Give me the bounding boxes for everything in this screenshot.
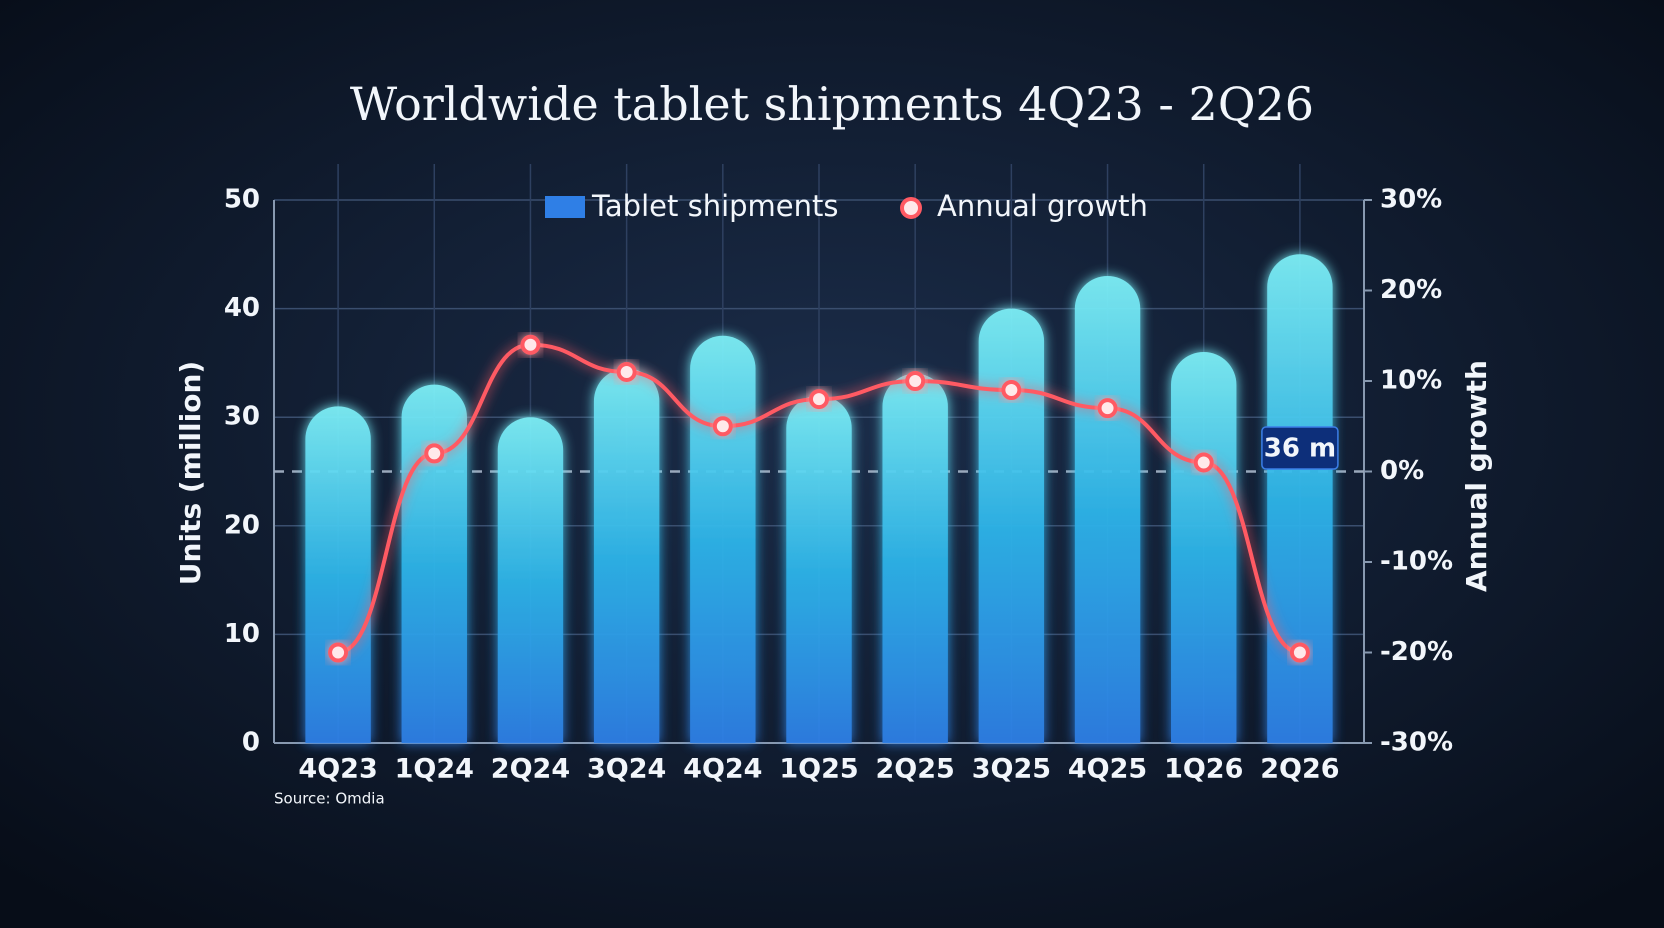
y-tick-label: 10: [224, 619, 260, 649]
growth-line: [337, 342, 1301, 655]
legend-swatch: [545, 196, 585, 218]
growth-point: [1193, 452, 1214, 473]
bar: [1267, 254, 1333, 743]
source-note: Source: Omdia: [274, 790, 385, 808]
bar: [1171, 352, 1237, 743]
annotation: 36 m: [1264, 434, 1336, 464]
bar: [882, 373, 948, 743]
growth-point: [616, 361, 637, 382]
legend-marker: [900, 197, 922, 219]
y2-tick-label: 10%: [1380, 366, 1442, 396]
bar: [786, 395, 852, 743]
y-axis-label: Units (million): [174, 361, 207, 585]
y2-tick-label: -10%: [1380, 547, 1453, 577]
y2-tick-label: 30%: [1380, 185, 1442, 215]
growth-point: [1097, 398, 1118, 419]
growth-point: [520, 334, 541, 355]
annotation-box: [1261, 426, 1339, 470]
bar: [593, 368, 660, 743]
y2-tick-label: 20%: [1380, 275, 1442, 305]
y2-tick-label: 0%: [1380, 456, 1424, 486]
x-tick-label: 3Q25: [972, 754, 1051, 785]
y2-tick-label: -30%: [1380, 728, 1453, 758]
x-tick-label: 4Q23: [298, 754, 377, 785]
x-tick-label: 3Q24: [587, 754, 666, 785]
bar: [305, 406, 371, 743]
y2-axis-label: Annual growth: [1460, 360, 1493, 592]
x-tick-label: 1Q25: [779, 754, 858, 785]
growth-point: [424, 443, 445, 464]
y-tick-label: 30: [224, 402, 260, 432]
bar: [401, 384, 467, 743]
y2-tick-label: -20%: [1380, 637, 1453, 667]
growth-point: [712, 416, 733, 437]
y-tick-label: 20: [224, 510, 260, 540]
legend-label: Annual growth: [937, 189, 1148, 223]
growth-point: [1001, 380, 1022, 401]
growth-point: [809, 389, 829, 410]
growth-point: [905, 371, 926, 391]
chart-title: Worldwide tablet shipments 4Q23 - 2Q26: [350, 77, 1314, 131]
x-tick-label: 4Q24: [683, 754, 762, 785]
x-tick-label: 2Q26: [1260, 754, 1339, 785]
x-tick-label: 1Q24: [395, 754, 474, 785]
x-tick-label: 1Q26: [1164, 754, 1243, 785]
x-tick-label: 2Q24: [491, 754, 570, 785]
bar: [497, 417, 564, 743]
x-tick-label: 2Q25: [876, 754, 955, 785]
bar: [690, 335, 756, 743]
growth-point: [328, 642, 349, 663]
growth-point: [1289, 642, 1310, 663]
bar: [1074, 276, 1141, 743]
y-tick-label: 0: [242, 728, 260, 758]
x-tick-label: 4Q25: [1068, 754, 1147, 785]
legend-label: Tablet shipments: [591, 189, 839, 223]
bar: [978, 308, 1045, 743]
legend: Tablet shipments Annual growth: [545, 189, 1148, 223]
y-tick-label: 50: [224, 185, 260, 215]
y-tick-label: 40: [224, 293, 260, 323]
